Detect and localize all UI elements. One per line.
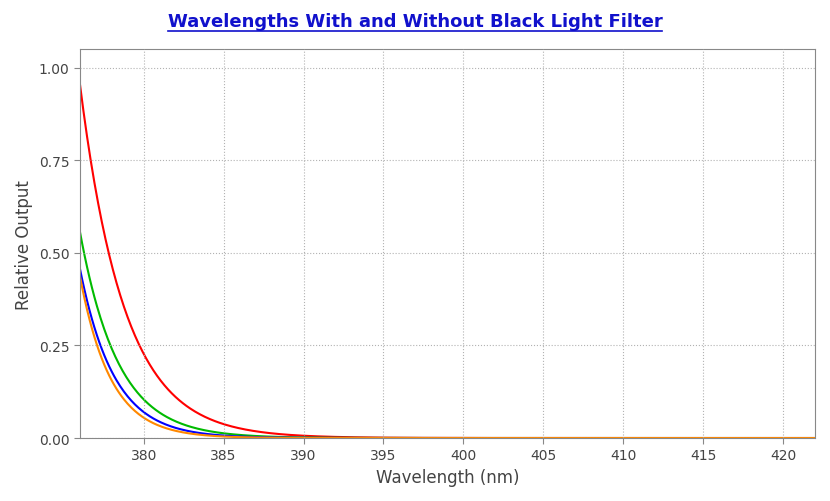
Y-axis label: Relative Output: Relative Output [15,179,33,309]
X-axis label: Wavelength (nm): Wavelength (nm) [376,468,519,486]
Text: Wavelengths With and Without Black Light Filter: Wavelengths With and Without Black Light… [168,13,662,31]
